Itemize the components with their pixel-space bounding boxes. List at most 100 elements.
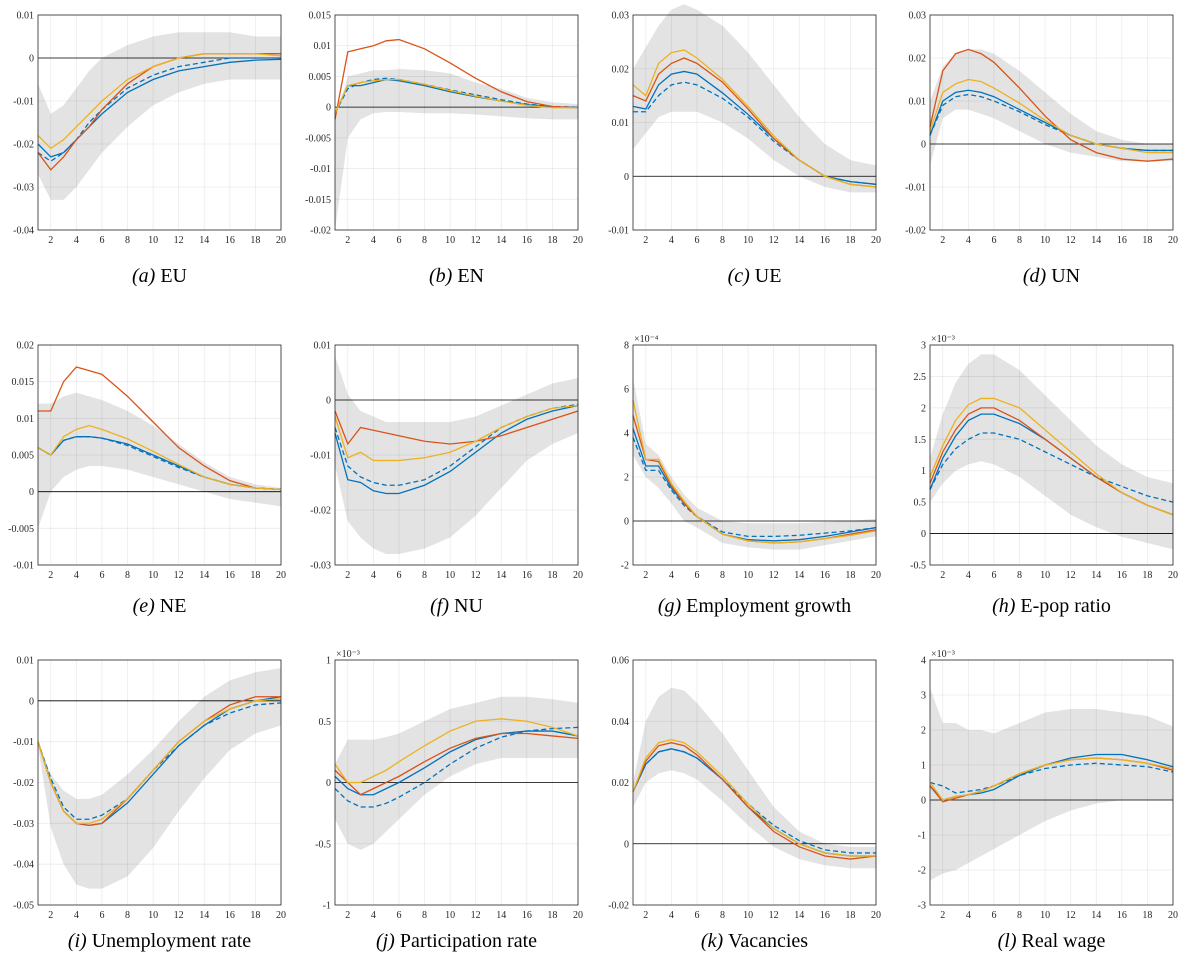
y-tick-label: 0	[921, 529, 926, 540]
y-tick-label: 2.5	[914, 372, 927, 383]
x-tick-label: 2	[940, 910, 945, 921]
y-tick-label: -0.015	[305, 195, 331, 206]
panel-caption: (l) Real wage	[998, 930, 1106, 952]
series-line	[334, 78, 578, 114]
plot-frame	[334, 659, 579, 906]
x-tick-label: 4	[966, 235, 971, 246]
x-tick-label: 2	[940, 570, 945, 581]
x-tick-label: 6	[396, 570, 401, 581]
panel-label: (k)	[701, 930, 724, 952]
panel: -0.01 -0.005 0 0.005 0.01 0.015 0.02 2 4 6 8 10 12 14…	[8, 341, 286, 618]
x-tick-label: 8	[720, 910, 725, 921]
confidence-band	[633, 378, 876, 550]
x-tick-label: 16	[820, 570, 830, 581]
y-tick-label: 1	[921, 761, 926, 772]
y-tick-label: 0.01	[17, 414, 35, 425]
y-tick-label: -1	[918, 831, 926, 842]
x-tick-label: 12	[471, 910, 481, 921]
panel: -1-0.500.512 4 6 8 10 12 14 16 18 20×10⁻³(j) Part…	[315, 649, 583, 952]
panel-label: (d)	[1023, 265, 1047, 287]
plot-frame	[37, 14, 282, 231]
panel: -0.04 -0.03 -0.02 -0.01 0 0.01 2 4 6 8 10 12 14 16 18 2…	[13, 11, 286, 288]
panel-title: Vacancies	[728, 930, 808, 952]
confidence-band	[38, 668, 281, 889]
x-tick-label: 18	[845, 235, 855, 246]
y-tick-label: 0.02	[17, 341, 35, 352]
x-tick-label: 14	[496, 570, 506, 581]
y-tick-label: 0.01	[314, 341, 332, 352]
y-tick-label: -0.01	[13, 97, 34, 108]
plot-frame	[334, 14, 579, 231]
plot-frame	[334, 344, 579, 566]
x-tick-label: 4	[669, 235, 674, 246]
panel-caption: (j) Participation rate	[376, 930, 537, 952]
series-line	[37, 698, 282, 824]
series-line	[929, 757, 1174, 801]
x-tick-label: 8	[422, 235, 427, 246]
confidence-band	[38, 32, 281, 200]
x-tick-label: 14	[794, 570, 804, 581]
series-line	[37, 57, 281, 162]
x-tick-label: 6	[99, 910, 104, 921]
y-tick-label: -0.01	[608, 226, 629, 237]
series-line	[334, 726, 579, 808]
y-tick-label: -0.01	[310, 451, 331, 462]
y-tick-label: -0.02	[13, 140, 34, 151]
y-tick-label: -0.04	[13, 226, 34, 237]
x-tick-label: 14	[1091, 910, 1101, 921]
y-tick-label: -0.01	[310, 164, 331, 175]
y-tick-label: 0.015	[12, 377, 35, 388]
y-tick-label: -2	[621, 561, 629, 572]
y-tick-label: 1	[921, 466, 926, 477]
confidence-band	[335, 696, 578, 850]
panel-label: (e)	[133, 595, 156, 617]
x-tick-label: 18	[250, 570, 260, 581]
series-line	[929, 78, 1173, 154]
x-tick-label: 2	[345, 910, 350, 921]
y-tick-label: 3	[921, 691, 926, 702]
panel-label: (i)	[68, 930, 87, 952]
x-tick-label: 6	[99, 235, 104, 246]
x-tick-label: 16	[820, 235, 830, 246]
x-tick-label: 18	[547, 235, 557, 246]
series-line	[37, 58, 282, 158]
x-tick-label: 2	[48, 570, 53, 581]
x-tick-label: 6	[991, 570, 996, 581]
series-line	[334, 38, 579, 120]
x-tick-label: 14	[199, 235, 209, 246]
x-tick-label: 16	[522, 570, 532, 581]
x-tick-label: 10	[743, 910, 753, 921]
confidence-band	[335, 69, 578, 230]
x-tick-label: 12	[174, 570, 184, 581]
x-tick-label: 14	[1091, 570, 1101, 581]
x-tick-label: 8	[422, 910, 427, 921]
panel-title: EU	[160, 265, 187, 287]
panel: -0.05 -0.04 -0.03 -0.02 -0.01 0 0.01 2 4 6 8 10 12 14…	[13, 656, 286, 953]
x-tick-label: 18	[547, 910, 557, 921]
x-tick-label: 18	[1142, 570, 1152, 581]
y-tick-label: 1.5	[914, 435, 927, 446]
panel-title: NU	[454, 595, 483, 617]
x-tick-label: 16	[1117, 910, 1127, 921]
x-tick-label: 4	[966, 910, 971, 921]
panel-label: (c)	[728, 265, 751, 287]
y-tick-label: -0.03	[13, 819, 34, 830]
x-tick-label: 6	[396, 910, 401, 921]
x-tick-label: 20	[276, 235, 286, 246]
x-tick-label: 12	[769, 570, 779, 581]
panel-label: (l)	[998, 930, 1017, 952]
x-tick-label: 12	[1066, 910, 1076, 921]
x-tick-label: 12	[471, 235, 481, 246]
y-tick-label: -0.005	[305, 133, 331, 144]
x-tick-label: 20	[573, 235, 583, 246]
plot-frame	[929, 344, 1174, 566]
y-tick-label: 1	[326, 656, 331, 667]
plot-frame	[37, 344, 282, 566]
y-tick-label: 0.06	[612, 656, 630, 667]
x-tick-label: 20	[1168, 570, 1178, 581]
series-line	[632, 738, 876, 857]
panel: -0.01 0 0.01 0.02 0.03 2 4 6 8 10 12 14 16 18 20 (c) UE	[608, 4, 881, 287]
y-tick-label: 0.015	[309, 11, 332, 22]
y-multiplier: ×10⁻³	[931, 334, 955, 345]
